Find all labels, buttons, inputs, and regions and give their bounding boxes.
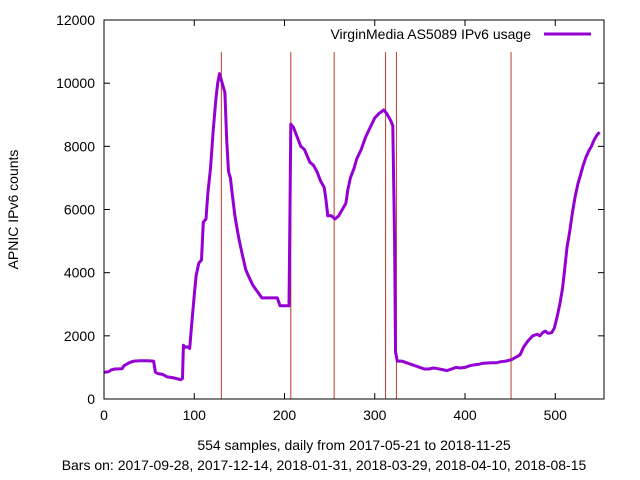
y-tick-label: 6000: [64, 202, 95, 218]
bars-note: Bars on: 2017-09-28, 2017-12-14, 2018-01…: [62, 457, 587, 473]
x-tick-label: 500: [544, 407, 568, 423]
x-tick-label: 400: [453, 407, 477, 423]
legend: VirginMedia AS5089 IPv6 usage: [330, 26, 591, 42]
y-tick-label: 10000: [56, 75, 95, 91]
x-axis-ticks: 0 100 200 300 400 500: [100, 20, 567, 423]
vertical-marker-bars: [220, 52, 512, 399]
x-axis-label: 554 samples, daily from 2017-05-21 to 20…: [197, 437, 511, 453]
series-line-0: [103, 72, 601, 382]
x-tick-label: 200: [273, 407, 297, 423]
y-tick-label: 8000: [64, 138, 95, 154]
y-tick-label: 12000: [56, 12, 95, 28]
y-tick-label: 4000: [64, 265, 95, 281]
y-tick-label: 2000: [64, 328, 95, 344]
x-tick-label: 100: [183, 407, 207, 423]
x-tick-label: 300: [363, 407, 387, 423]
series-layer: [103, 72, 601, 382]
plot-area-frame: [103, 19, 605, 400]
y-tick-label: 0: [87, 391, 95, 407]
y-axis-label: APNIC IPv6 counts: [5, 150, 21, 270]
legend-entry-label: VirginMedia AS5089 IPv6 usage: [330, 26, 531, 42]
x-tick-label: 0: [100, 407, 108, 423]
y-axis-ticks: 0 2000 4000 6000 8000 10000 12000: [56, 12, 604, 407]
